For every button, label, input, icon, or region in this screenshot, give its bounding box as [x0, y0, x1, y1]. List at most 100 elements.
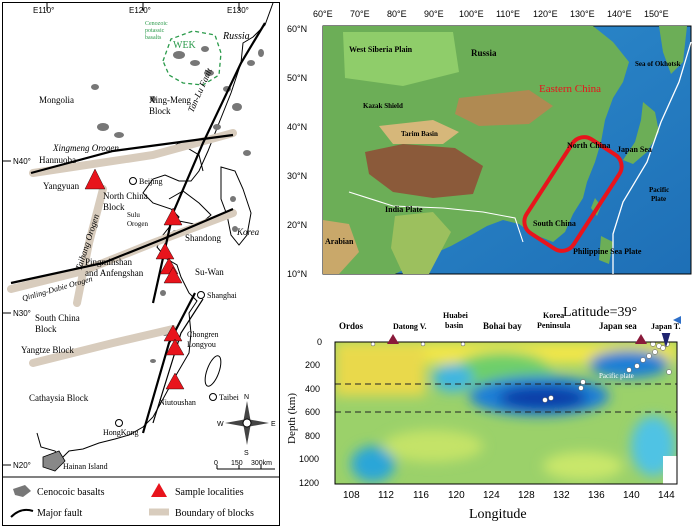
city-beijing: Beijing [139, 177, 163, 186]
lon-ticks: 60°E 70°E 80°E 90°E 100°E 110°E 120°E 13… [313, 9, 669, 19]
sample-triangles [84, 168, 185, 390]
map-label-arabian: Arabian [325, 237, 354, 246]
tomography-svg: Latitude=39° Ordos Datong V. Huabei basin… [286, 305, 681, 522]
label-russia: Russia [222, 31, 250, 42]
lon-90: 90°E [424, 9, 444, 19]
lon-100: 100°E [459, 9, 484, 19]
taiwan-phil [591, 198, 613, 264]
section-region-japan-sea: Japan sea [599, 321, 637, 331]
scale-300: 300km [251, 460, 272, 467]
label-yangtze: Yangtze Block [21, 345, 74, 355]
relief-map-svg: 60°E 70°E 80°E 90°E 100°E 110°E 120°E 13… [287, 9, 692, 279]
japan-islands [623, 102, 659, 164]
label-north-china: North China Block [103, 191, 148, 212]
x-axis-label: Longitude [469, 507, 527, 522]
label-hainan: Hainan Island [63, 462, 108, 471]
legend-sample-icon [151, 483, 167, 497]
legend-fault-icon [10, 508, 34, 518]
map-label-pacific: Pacific Plate [649, 186, 669, 203]
arabia-land [323, 220, 359, 274]
y-axis-label: Depth (km) [286, 393, 298, 444]
x-tick-144: 144 [658, 490, 675, 501]
map-label-okhotsk: Sea of Okhotsk [635, 60, 681, 68]
map-label-philippine: Philippine Sea Plate [573, 247, 642, 256]
lat-tick-20: N20° [13, 461, 31, 470]
map-label-japan-sea: Japan Sea [617, 145, 652, 154]
lon-tick-130: E130° [227, 6, 249, 15]
label-sulu: Sulu Orogen [127, 211, 148, 228]
lon-150: 150°E [644, 9, 669, 19]
korea-peninsula [220, 166, 252, 246]
city-taibei: Taibei [219, 393, 240, 402]
lat-10: 10°N [287, 269, 307, 279]
legend-samples: Sample localities [175, 487, 244, 498]
title-flag-icon [673, 316, 681, 324]
map-label-russia: Russia [471, 48, 497, 58]
label-xingmeng-orogen: Xingmeng Orogen [52, 143, 119, 153]
x-tick-120: 120 [448, 490, 465, 501]
volcano-marker-japan [635, 334, 647, 344]
kamchatka [659, 26, 687, 74]
lon-tick-110: E110° [33, 6, 54, 15]
x-tick-136: 136 [588, 490, 605, 501]
no-data-patch [663, 456, 677, 484]
india-land [391, 212, 451, 274]
volcano-marker-datong [387, 334, 399, 344]
section-region-korea: Korea Peninsula [537, 311, 570, 330]
section-region-huabei: Huabei basin [443, 311, 469, 330]
locality-hannuoba: Hannuoba [39, 155, 76, 165]
y-tick-600: 600 [305, 407, 320, 417]
locality-pingminshan: Pingminshan and Anfengshan [85, 257, 144, 278]
taiwan-island [204, 355, 222, 387]
lon-120: 120°E [533, 9, 558, 19]
x-tick-124: 124 [483, 490, 500, 501]
map-label-tarim: Tarim Basin [401, 130, 438, 138]
eastern-china-box [522, 135, 624, 253]
locality-shandong: Shandong [185, 233, 222, 243]
y-tick-400: 400 [305, 384, 320, 394]
compass-w: W [217, 421, 224, 428]
label-wek: WEK [173, 40, 197, 51]
section-title: Latitude=39° [563, 305, 637, 320]
label-cathaysia: Cathaysia Block [29, 393, 89, 403]
locality-niutoushan: Niutoushan [159, 398, 196, 407]
wek-outline [162, 30, 222, 86]
slab-label: Pacific plate [599, 372, 634, 380]
locality-yangyuan: Yangyuan [43, 181, 80, 191]
sketch-map-svg: E110° E120° E130° N40° N30° N20° Russia … [3, 3, 279, 519]
section-region-japan-t: Japan T. [651, 322, 681, 331]
label-south-china: South China Block [35, 313, 80, 334]
legend: Cenocoic basalts Sample localities Major… [10, 483, 254, 519]
label-korea: Korea [236, 227, 260, 237]
plate-boundary [612, 41, 692, 274]
locality-chongren: Chongren Longyou [187, 330, 219, 349]
lon-130: 130°E [570, 9, 595, 19]
eurasia-land [323, 26, 629, 274]
city-shanghai: Shanghai [207, 291, 238, 300]
legend-boundary: Boundary of blocks [175, 508, 254, 519]
plate-boundary-2 [348, 191, 524, 243]
section-region-bohai: Bohai bay [483, 321, 522, 331]
map-label-india: India Plate [385, 205, 423, 214]
lat-ticks: 60°N 50°N 40°N 30°N 20°N 10°N [287, 24, 307, 279]
section-region-ordos: Ordos [339, 321, 364, 331]
major-faults [10, 22, 266, 434]
label-mongolia: Mongolia [39, 95, 74, 105]
x-axis: 108 112 116 120 124 128 132 136 140 144 [343, 490, 675, 501]
lat-30: 30°N [287, 171, 307, 181]
y-tick-800: 800 [305, 431, 320, 441]
lat-60: 60°N [287, 24, 307, 34]
scale-150: 150 [231, 460, 243, 467]
map-label-south-china: South China [533, 219, 576, 228]
lat-20: 20°N [287, 220, 307, 230]
label-cenozoic-potassic: Cenozoic potassic basalts [145, 21, 168, 41]
earthquake-dots [370, 342, 672, 403]
x-tick-112: 112 [378, 490, 394, 501]
compass-n: N [244, 394, 249, 401]
y-tick-200: 200 [305, 360, 320, 370]
tarim-basin [379, 120, 459, 144]
scale-bar [216, 465, 275, 470]
lat-50: 50°N [287, 73, 307, 83]
x-tick-128: 128 [518, 490, 535, 501]
map-label-west-siberia: West Siberia Plain [349, 45, 413, 54]
